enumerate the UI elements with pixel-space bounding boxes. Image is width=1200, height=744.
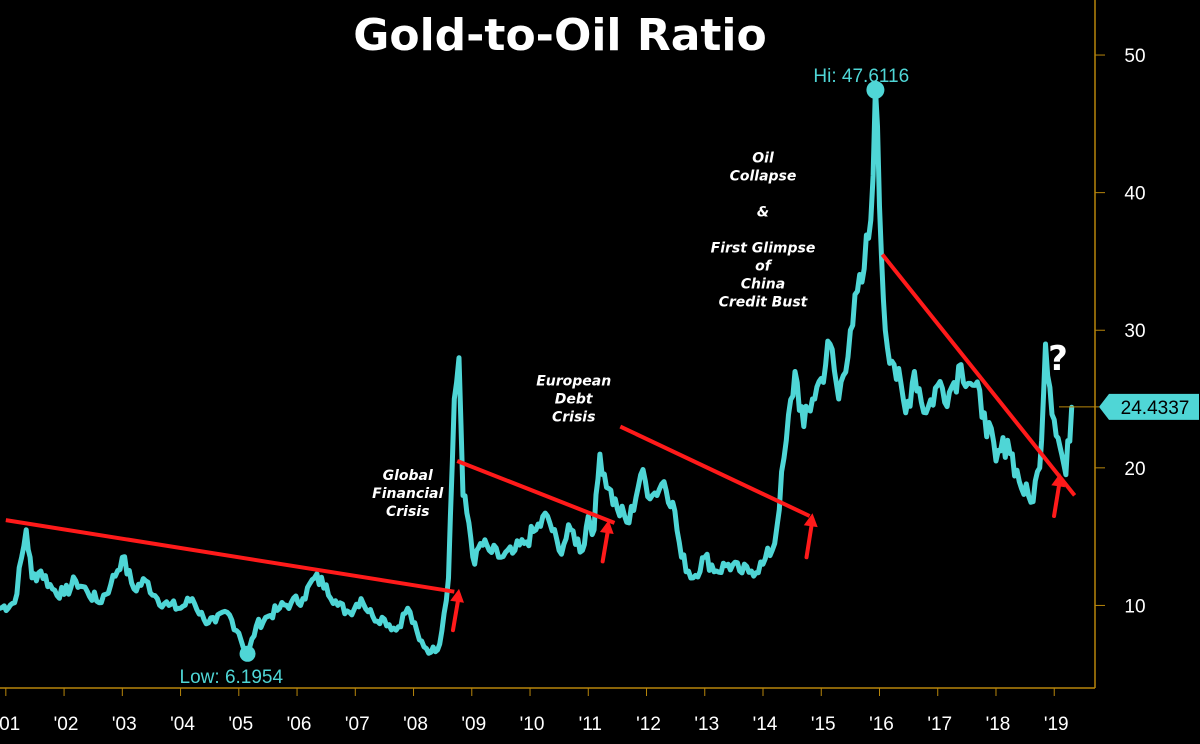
x-tick-label: '06 [287, 714, 312, 735]
y-tick-label: 40 [1124, 184, 1145, 205]
annotations: Global Financial Crisis European Debt Crisis O… [372, 150, 815, 520]
x-tick-label: '12 [636, 714, 661, 735]
x-tick-label: '17 [927, 714, 952, 735]
y-tick-label: 10 [1124, 596, 1145, 617]
annotation-line: Collapse [730, 168, 797, 184]
arrow-head [803, 513, 818, 528]
up-arrow [599, 520, 614, 564]
series-line [0, 85, 1075, 659]
x-tick-label: '08 [403, 714, 428, 735]
annotation-line: China [741, 276, 785, 292]
x-tick-label: '13 [694, 714, 719, 735]
trendline [619, 424, 811, 518]
annotation-line [761, 222, 766, 238]
annotation-line: Crisis [386, 504, 429, 520]
axes [0, 0, 1096, 689]
annotation-line: First Glimpse [711, 240, 816, 256]
annotation-line: Credit Bust [719, 294, 809, 310]
x-tick-label: '01 [0, 714, 20, 735]
annotation-line: Oil [752, 150, 774, 166]
up-arrow [1051, 473, 1066, 518]
x-tick-label: '18 [986, 714, 1011, 735]
x-tick-label: '15 [811, 714, 836, 735]
low-marker [239, 645, 256, 662]
high-marker [866, 80, 885, 99]
arrow-head [450, 588, 464, 603]
trendline [456, 459, 616, 525]
x-tick-label: '19 [1044, 714, 1069, 735]
x-tick-label: '16 [869, 714, 894, 735]
up-arrow [450, 588, 464, 633]
y-tick-label: 20 [1124, 459, 1145, 480]
x-tick-label: '03 [112, 714, 137, 735]
annotation: Global Financial Crisis [372, 468, 443, 520]
chart-title: Gold-to-Oil Ratio [353, 10, 767, 61]
arrows [450, 473, 1066, 633]
x-tick-label: '10 [520, 714, 545, 735]
y-tick-label: 50 [1124, 46, 1145, 67]
x-tick-label: '04 [170, 714, 195, 735]
x-tick-label: '02 [54, 714, 79, 735]
annotation: European Debt Crisis [536, 373, 611, 425]
x-tick-label: '14 [753, 714, 778, 735]
markers: Hi: 47.6116 Low: 6.1954 24.4337 [180, 66, 1199, 688]
y-axis-ticks: 10 20 30 40 50 [1095, 46, 1146, 617]
low-label: Low: 6.1954 [180, 667, 284, 688]
arrow-head [599, 520, 614, 534]
last-value-label: 24.4337 [1121, 398, 1190, 419]
high-label: Hi: 47.6116 [813, 66, 909, 87]
annotation-line: Financial [372, 486, 443, 502]
annotation-line: & [757, 204, 769, 220]
annotation-line: of [755, 258, 773, 274]
last-value-badge [1099, 393, 1199, 420]
trendlines [5, 253, 1077, 594]
x-tick-label: '07 [345, 714, 370, 735]
x-axis-ticks: '01 '02 '03 '04 '05 '06 '07 '08 '09 '10 '11 '12 '13 '… [0, 688, 1069, 735]
annotation: Oil Collapse & First Glimpse of China Credit… [711, 150, 816, 310]
series-layer [0, 85, 1075, 659]
annotation-line: European [536, 373, 611, 389]
up-arrow [803, 513, 818, 560]
x-tick-label: '11 [579, 714, 602, 735]
annotation-line [761, 186, 766, 202]
annotation-line: Debt [555, 391, 594, 407]
trendline [5, 518, 455, 594]
annotation-line: Global [383, 468, 433, 484]
x-tick-label: '09 [461, 714, 486, 735]
question-mark: ? [1048, 339, 1068, 379]
arrow-head [1051, 473, 1066, 488]
x-tick-label: '05 [228, 714, 253, 735]
y-tick-label: 30 [1124, 321, 1145, 342]
annotation-line: Crisis [552, 409, 595, 425]
trendline [880, 253, 1077, 497]
